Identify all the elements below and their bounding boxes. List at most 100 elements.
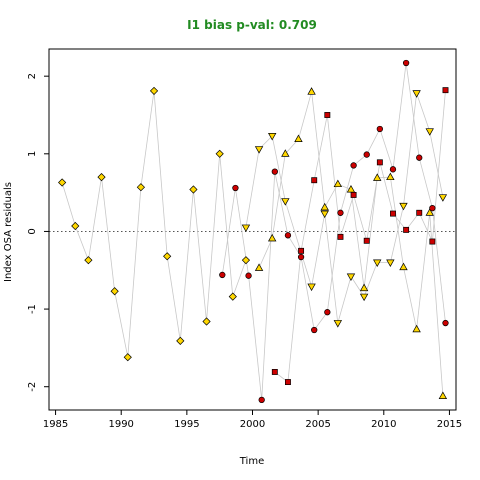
- data-point-triangle-up: [412, 324, 421, 333]
- data-point-circle: [258, 396, 265, 404]
- data-point-triangle-down: [373, 259, 382, 268]
- data-point-triangle-down: [386, 259, 395, 268]
- data-point-circle: [363, 151, 370, 158]
- data-point-triangle-down: [399, 202, 408, 211]
- data-point-circle: [337, 209, 344, 216]
- data-point-triangle-down: [346, 273, 356, 281]
- data-point-square: [311, 177, 318, 184]
- data-point-triangle-up: [333, 179, 343, 188]
- data-point-triangle-up: [373, 173, 382, 181]
- data-point-square: [416, 209, 423, 216]
- data-point-circle: [389, 166, 397, 173]
- data-point-diamond: [189, 185, 198, 194]
- data-point-triangle-up: [399, 262, 408, 271]
- data-point-circle: [442, 319, 449, 327]
- chart-title: I1 bias p-val: 0.709: [187, 18, 317, 32]
- data-point-square: [376, 159, 383, 166]
- data-point-diamond: [215, 149, 224, 158]
- x-tick-label: 2015: [437, 419, 462, 430]
- data-point-circle: [324, 309, 331, 316]
- data-point-diamond: [71, 221, 80, 231]
- data-point-circle: [245, 272, 252, 279]
- data-point-diamond: [202, 317, 211, 326]
- x-tick-label: 2010: [371, 419, 396, 430]
- data-point-circle: [232, 184, 239, 192]
- data-point-triangle-down: [241, 224, 251, 233]
- y-axis-label: Index OSA residuals: [3, 182, 14, 282]
- data-point-triangle-down: [281, 198, 290, 206]
- data-point-circle: [219, 271, 226, 279]
- data-point-triangle-up: [386, 172, 395, 181]
- plot-frame: [48, 48, 457, 411]
- data-point-diamond: [58, 178, 67, 187]
- data-point-triangle-down: [267, 133, 277, 141]
- data-point-circle: [416, 154, 423, 161]
- data-point-diamond: [123, 353, 132, 362]
- series-2-connector: [245, 93, 444, 324]
- data-point-triangle-down: [359, 293, 369, 302]
- y-tick-label: 0: [27, 228, 38, 234]
- data-point-square: [429, 238, 436, 245]
- data-point-diamond: [176, 336, 185, 346]
- data-point-diamond: [228, 292, 237, 301]
- data-point-triangle-up: [346, 185, 356, 193]
- x-tick-label: 1985: [43, 419, 68, 430]
- y-tick-label: 1: [27, 151, 38, 157]
- data-point-square: [271, 369, 278, 375]
- x-tick-label: 1990: [108, 419, 133, 430]
- data-point-circle: [376, 125, 384, 133]
- data-point-circle: [402, 59, 410, 67]
- data-point-circle: [429, 205, 436, 212]
- data-point-diamond: [84, 256, 93, 265]
- data-point-square: [403, 226, 410, 233]
- data-point-square: [390, 210, 396, 217]
- points-layer: [58, 59, 449, 404]
- data-point-square: [350, 192, 357, 198]
- data-point-square: [442, 87, 449, 94]
- series-4-connector: [221, 62, 446, 400]
- data-point-square: [337, 233, 344, 240]
- data-point-triangle-down: [307, 283, 316, 292]
- data-point-triangle-up: [281, 149, 290, 157]
- data-point-triangle-up: [307, 87, 316, 95]
- data-point-triangle-down: [254, 146, 264, 154]
- data-point-triangle-up: [359, 283, 369, 292]
- y-tick-label: -1: [27, 304, 38, 314]
- data-point-triangle-up: [320, 202, 329, 211]
- data-point-diamond: [149, 86, 159, 96]
- data-point-circle: [284, 232, 292, 239]
- x-axis-label: Time: [239, 456, 264, 467]
- series-3-connector: [258, 91, 444, 397]
- series-5-connector: [274, 90, 446, 383]
- data-point-circle: [350, 162, 357, 169]
- x-tick-label: 1995: [174, 419, 199, 430]
- data-point-triangle-up: [438, 391, 448, 399]
- data-point-triangle-down: [412, 90, 421, 98]
- data-point-diamond: [163, 252, 172, 261]
- data-point-triangle-down: [320, 210, 329, 219]
- data-point-square: [298, 247, 305, 254]
- data-point-square: [363, 237, 370, 244]
- data-point-triangle-up: [254, 263, 264, 271]
- x-tick-label: 2005: [305, 419, 330, 430]
- data-point-square: [324, 112, 331, 118]
- data-point-square: [284, 379, 291, 386]
- data-point-diamond: [136, 183, 145, 192]
- y-tick-label: 2: [27, 73, 38, 79]
- data-point-circle: [271, 168, 278, 175]
- data-point-circle: [311, 326, 318, 334]
- y-tick-label: -2: [27, 382, 38, 392]
- series-1-connector: [61, 90, 247, 358]
- x-tick-label: 2000: [240, 419, 265, 430]
- data-point-triangle-up: [425, 208, 434, 216]
- data-point-diamond: [241, 256, 251, 265]
- axes-layer: 1985 1990 1995 2000 2005 2010 2015 -2 -1 0 1 2: [27, 73, 462, 430]
- data-point-triangle-down: [333, 320, 343, 328]
- data-point-triangle-up: [267, 233, 277, 242]
- data-point-triangle-up: [294, 134, 303, 143]
- data-point-diamond: [110, 287, 119, 296]
- data-point-triangle-down: [425, 128, 434, 136]
- data-point-triangle-down: [438, 194, 448, 202]
- data-point-diamond: [97, 173, 106, 182]
